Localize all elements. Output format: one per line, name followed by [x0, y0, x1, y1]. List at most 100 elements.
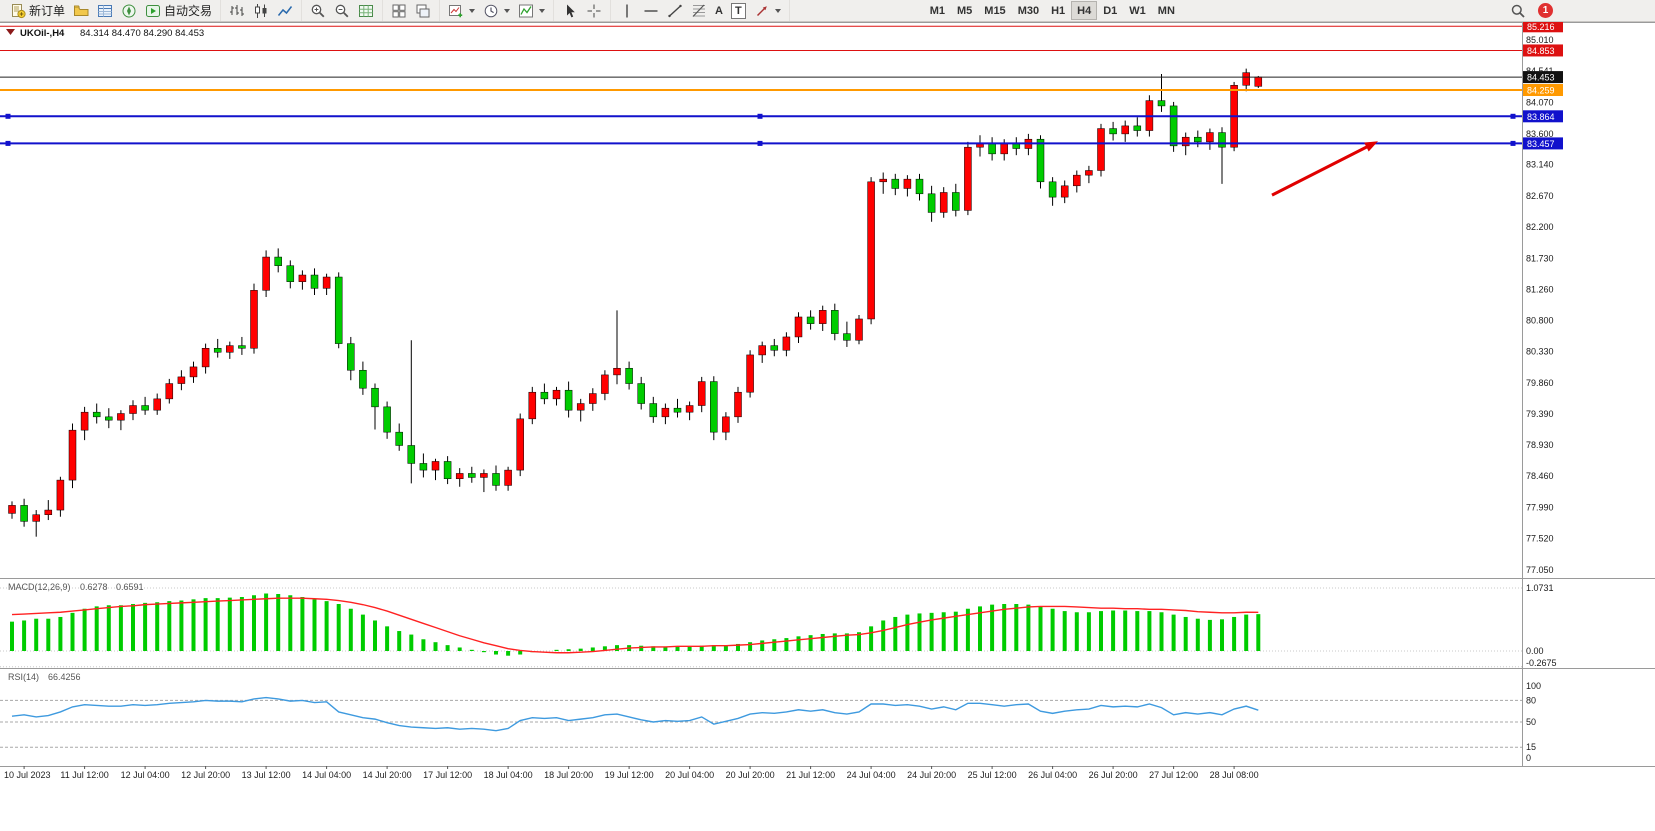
level-price-tag — [1523, 84, 1563, 97]
dropdown-caret-icon[interactable] — [504, 8, 511, 13]
timeframe-m5-button[interactable]: M5 — [951, 1, 978, 20]
timeframe-w1-button[interactable]: W1 — [1123, 1, 1152, 20]
candlestick-button[interactable] — [249, 1, 273, 20]
candle — [44, 500, 53, 521]
price-axis-label: 83.600 — [1526, 129, 1554, 139]
chart-window[interactable]: 85.01084.54184.07083.60083.14082.67082.2… — [0, 22, 1655, 831]
line-chart-button[interactable] — [273, 1, 297, 20]
candle — [274, 248, 282, 273]
trend-arrow-head[interactable] — [1364, 141, 1378, 152]
candle — [395, 423, 403, 451]
candle — [1133, 117, 1142, 137]
new-chart-icon — [448, 3, 464, 19]
time-axis-label: 12 Jul 20:00 — [181, 770, 230, 780]
candle — [1060, 180, 1069, 204]
candle — [710, 376, 718, 441]
timeframe-d1-button[interactable]: D1 — [1097, 1, 1123, 20]
zoom-out-button[interactable] — [330, 1, 354, 20]
toolbar-group-trade: 新订单 自动交易 — [2, 0, 222, 21]
toolbar-group-timeframes: M1 M5 M15 M30 H1 H4 D1 W1 MN — [920, 0, 1185, 21]
candle — [685, 401, 694, 421]
time-axis-label: 28 Jul 08:00 — [1210, 770, 1259, 780]
timeframe-h1-button[interactable]: H1 — [1045, 1, 1071, 20]
notification-badge[interactable]: 1 — [1538, 3, 1553, 18]
candle — [431, 458, 440, 481]
chart-background[interactable] — [0, 22, 1655, 831]
candle — [903, 175, 912, 197]
timeframe-m1-button[interactable]: M1 — [924, 1, 951, 20]
level-price-tag-label: 84.259 — [1527, 86, 1555, 96]
candle — [794, 312, 803, 343]
indicators-button[interactable] — [514, 1, 549, 20]
time-axis-label: 12 Jul 04:00 — [121, 770, 170, 780]
price-axis-label: 82.200 — [1526, 222, 1554, 232]
line-drag-handle[interactable] — [757, 140, 763, 146]
line-drag-handle[interactable] — [5, 113, 11, 119]
search-button[interactable] — [1506, 1, 1530, 20]
rsi-axis-label: 100 — [1526, 681, 1541, 691]
line-drag-handle[interactable] — [5, 140, 11, 146]
new-order-button[interactable]: 新订单 — [6, 1, 69, 20]
candle — [80, 406, 89, 441]
macd-signal-value: 0.6591 — [116, 582, 144, 592]
timeframe-m30-button[interactable]: M30 — [1012, 1, 1045, 20]
cascade-windows-button[interactable] — [411, 1, 435, 20]
horizontal-line-button[interactable] — [639, 1, 663, 20]
time-axis-label: 26 Jul 04:00 — [1028, 770, 1077, 780]
label-tool-button[interactable]: T — [727, 1, 750, 20]
bar-chart-icon — [229, 3, 245, 19]
autotrading-button-label: 自动交易 — [164, 4, 213, 18]
new-order-icon — [10, 3, 26, 19]
shapes-button[interactable] — [750, 1, 785, 20]
dropdown-caret-icon[interactable] — [539, 8, 546, 13]
timeframe-m15-button[interactable]: M15 — [978, 1, 1011, 20]
candle — [213, 338, 222, 358]
candle — [8, 501, 16, 519]
macd-indicator-label: MACD(12,26,9) — [8, 582, 71, 592]
line-drag-handle[interactable] — [1510, 113, 1516, 119]
dropdown-caret-icon[interactable] — [774, 8, 781, 13]
market-watch-button[interactable] — [93, 1, 117, 20]
navigator-button[interactable] — [117, 1, 141, 20]
timeframe-mn-button[interactable]: MN — [1152, 1, 1181, 20]
price-axis-label: 80.800 — [1526, 315, 1554, 325]
candle — [504, 466, 512, 491]
trendline-button[interactable] — [663, 1, 687, 20]
level-price-tag-label: 83.457 — [1527, 139, 1555, 149]
fibonacci-button[interactable] — [687, 1, 711, 20]
time-axis-label: 21 Jul 12:00 — [786, 770, 835, 780]
candle — [637, 376, 645, 410]
bar-chart-button[interactable] — [225, 1, 249, 20]
macd-value: 0.6278 — [80, 582, 108, 592]
cursor-button[interactable] — [558, 1, 582, 20]
candle — [56, 476, 65, 517]
ukoil-h4-chart[interactable]: 85.01084.54184.07083.60083.14082.67082.2… — [0, 22, 1655, 831]
candlestick-icon — [253, 3, 269, 19]
candle — [347, 336, 355, 381]
charts-button[interactable] — [69, 1, 93, 20]
line-drag-handle[interactable] — [757, 113, 763, 119]
candle — [1097, 123, 1105, 177]
cursor-icon — [562, 3, 578, 19]
tile-windows-button[interactable] — [387, 1, 411, 20]
text-tool-button[interactable]: A — [711, 1, 727, 20]
line-drag-handle[interactable] — [1510, 140, 1516, 146]
grid-button[interactable] — [354, 1, 378, 20]
vertical-line-button[interactable] — [615, 1, 639, 20]
toolbar-group-chart-style — [221, 0, 303, 21]
label-tool-button-label: T — [730, 2, 746, 19]
bid-price-tag-label: 84.453 — [1527, 73, 1555, 83]
new-chart-button[interactable] — [444, 1, 479, 20]
candle — [601, 370, 609, 401]
crosshair-button[interactable] — [582, 1, 606, 20]
zoom-in-icon — [310, 3, 326, 19]
trend-arrow-line[interactable] — [1271, 144, 1370, 197]
timeframe-h4-button[interactable]: H4 — [1071, 1, 1098, 20]
bid-price-tag — [1523, 71, 1563, 84]
zoom-in-button[interactable] — [306, 1, 330, 20]
period-button[interactable] — [479, 1, 514, 20]
dropdown-caret-icon[interactable] — [469, 8, 476, 13]
candle — [20, 498, 28, 527]
autotrading-button[interactable]: 自动交易 — [141, 1, 216, 20]
navigator-icon — [121, 3, 137, 19]
